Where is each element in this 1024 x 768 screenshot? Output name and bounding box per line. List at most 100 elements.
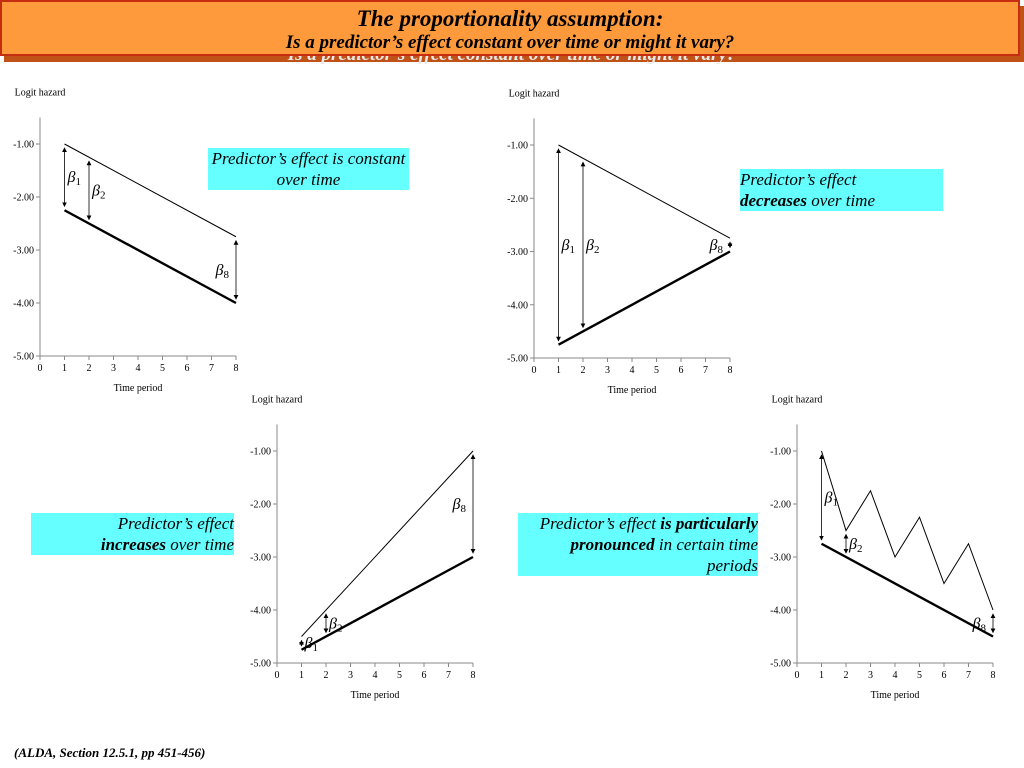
x-tick-label: 6 (679, 365, 684, 376)
callout-constant-text: Predictor’s effect is constant over time (211, 149, 406, 189)
x-tick-label: 7 (446, 670, 451, 681)
y-tick-label: -5.00 (507, 354, 528, 365)
x-tick-label: 5 (397, 670, 402, 681)
x-tick-label: 2 (581, 365, 586, 376)
x-tick-label: 8 (471, 670, 476, 681)
beta-label: β8 (709, 237, 724, 256)
y-tick-label: -5.00 (250, 659, 271, 670)
beta-label: β2 (585, 237, 599, 256)
beta-label: β2 (848, 536, 862, 555)
x-tick-label: 6 (422, 670, 427, 681)
slide-title: The proportionality assumption: (356, 6, 664, 31)
beta-label: β1 (67, 169, 81, 188)
series-line-1 (821, 450, 994, 611)
y-tick-label: -3.00 (250, 553, 271, 564)
series-line-1 (64, 143, 237, 238)
series-line-1 (558, 144, 731, 239)
y-tick-label: -5.00 (13, 352, 34, 363)
callout-decreases: Predictor’s effect decreases over time (740, 169, 943, 211)
chart-3: -1.00 -2.00 -3.00 -4.00 -5.00 0 1 2 3 4 5 6 7 8 Logit … (250, 395, 475, 702)
x-tick-label: 3 (348, 670, 353, 681)
y-tick-label: -2.00 (770, 500, 791, 511)
x-tick-label: 2 (844, 670, 849, 681)
y-tick-label: -2.00 (13, 193, 34, 204)
callout-pronounced-bold: is particularly pronounced (570, 514, 758, 554)
x-tick-label: 6 (942, 670, 947, 681)
y-tick-label: -1.00 (507, 141, 528, 152)
y-axis-label: Logit hazard (772, 395, 823, 406)
x-tick-label: 1 (819, 670, 824, 681)
x-tick-label: 8 (234, 363, 239, 374)
x-tick-label: 3 (111, 363, 116, 374)
x-tick-label: 8 (728, 365, 733, 376)
x-tick-label: 4 (136, 363, 141, 374)
x-tick-label: 3 (868, 670, 873, 681)
x-axis-label: Time period (871, 690, 920, 701)
callout-pronounced-rest: in certain time periods (654, 535, 758, 575)
y-tick-label: -4.00 (13, 299, 34, 310)
x-axis-label: Time period (114, 383, 163, 394)
x-tick-label: 6 (185, 363, 190, 374)
series-line-1 (301, 450, 474, 637)
y-tick-label: -2.00 (507, 194, 528, 205)
x-tick-label: 1 (556, 365, 561, 376)
x-tick-label: 5 (654, 365, 659, 376)
x-tick-label: 1 (62, 363, 67, 374)
x-tick-label: 1 (299, 670, 304, 681)
x-tick-label: 4 (630, 365, 635, 376)
x-tick-label: 5 (917, 670, 922, 681)
beta-label: β8 (215, 262, 230, 281)
series-line-2 (300, 555, 474, 651)
y-tick-label: -1.00 (13, 140, 34, 151)
chart-4: -1.00 -2.00 -3.00 -4.00 -5.00 0 1 2 3 4 5 6 7 8 Logit … (770, 395, 995, 702)
y-tick-label: -3.00 (13, 246, 34, 257)
y-axis-label: Logit hazard (509, 88, 560, 99)
series-line-2 (557, 250, 731, 346)
callout-increases-rest: over time (166, 535, 234, 554)
y-tick-label: -5.00 (770, 659, 791, 670)
chart-1: -1.00 -2.00 -3.00 -4.00 -5.00 0 1 2 3 4 5 6 7 8 Logit … (13, 88, 238, 395)
x-tick-label: 0 (38, 363, 43, 374)
y-tick-label: -4.00 (770, 606, 791, 617)
y-tick-label: -3.00 (507, 247, 528, 258)
citation: (ALDA, Section 12.5.1, pp 451-456) (14, 745, 206, 760)
beta-label: β2 (91, 182, 105, 201)
x-tick-label: 4 (893, 670, 898, 681)
beta-label: β1 (824, 489, 838, 508)
series-line-2 (63, 209, 237, 305)
x-tick-label: 8 (991, 670, 996, 681)
slide-subtitle: Is a predictor’s effect constant over ti… (285, 32, 735, 53)
beta-label: β2 (328, 615, 342, 634)
beta-label: β8 (452, 496, 467, 515)
callout-decreases-text: Predictor’s effect (740, 170, 857, 189)
y-axis-label: Logit hazard (15, 88, 66, 99)
beta-label: β1 (304, 635, 318, 654)
callout-decreases-rest: over time (807, 191, 876, 210)
y-tick-label: -1.00 (250, 447, 271, 458)
x-tick-label: 2 (324, 670, 329, 681)
x-axis-label: Time period (351, 690, 400, 701)
y-tick-label: -3.00 (770, 553, 791, 564)
callout-increases-bold: increases (100, 535, 167, 554)
x-tick-label: 0 (275, 670, 280, 681)
y-tick-label: -1.00 (770, 447, 791, 458)
y-tick-label: -4.00 (507, 300, 528, 311)
series-line-2 (820, 542, 994, 638)
x-tick-label: 3 (605, 365, 610, 376)
x-tick-label: 4 (373, 670, 378, 681)
y-tick-label: -2.00 (250, 500, 271, 511)
x-tick-label: 7 (703, 365, 708, 376)
x-tick-label: 2 (87, 363, 92, 374)
title-banner: The proportionality assumption: Is a pre… (0, 0, 1020, 56)
x-tick-label: 7 (209, 363, 214, 374)
x-axis-label: Time period (608, 385, 657, 396)
callout-decreases-bold: decreases (740, 191, 808, 210)
beta-label: β8 (972, 615, 987, 634)
y-axis-label: Logit hazard (252, 395, 303, 406)
callout-increases-text: Predictor’s effect (117, 514, 234, 533)
callout-increases: Predictor’s effect increases over time (31, 513, 234, 555)
callout-pronounced-text: Predictor’s effect (539, 514, 661, 533)
x-tick-label: 5 (160, 363, 165, 374)
chart-2: -1.00 -2.00 -3.00 -4.00 -5.00 0 1 2 3 4 5 6 7 8 Logit … (507, 88, 732, 396)
